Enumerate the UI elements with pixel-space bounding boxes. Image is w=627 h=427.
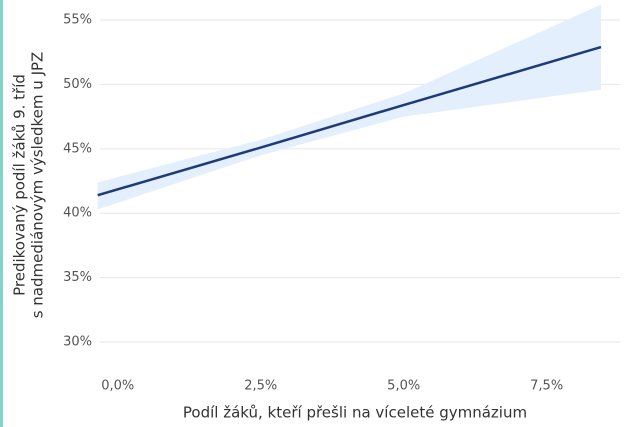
y-axis-title: Predikovaný podíl žáků 9. tříd (11, 74, 29, 296)
y-tick-label: 55% (63, 13, 92, 28)
x-axis-title: Podíl žáků, kteří přešli na víceleté gym… (183, 404, 527, 422)
x-tick-label: 5,0% (387, 379, 420, 394)
y-axis-title: s nadmediánovým výsledkem u JPZ (29, 52, 47, 319)
y-tick-label: 50% (63, 77, 92, 92)
line (97, 45, 602, 197)
y-tick-label: 30% (63, 335, 92, 350)
y-tick-label: 45% (63, 141, 92, 156)
x-tick-label: 7,5% (530, 379, 563, 394)
y-tick-label: 35% (63, 270, 92, 285)
confidence-band (97, 4, 601, 210)
side-strip (0, 0, 3, 427)
x-tick-label: 2,5% (244, 379, 277, 394)
y-tick-label: 40% (63, 206, 92, 221)
x-tick-label: 0,0% (101, 379, 134, 394)
